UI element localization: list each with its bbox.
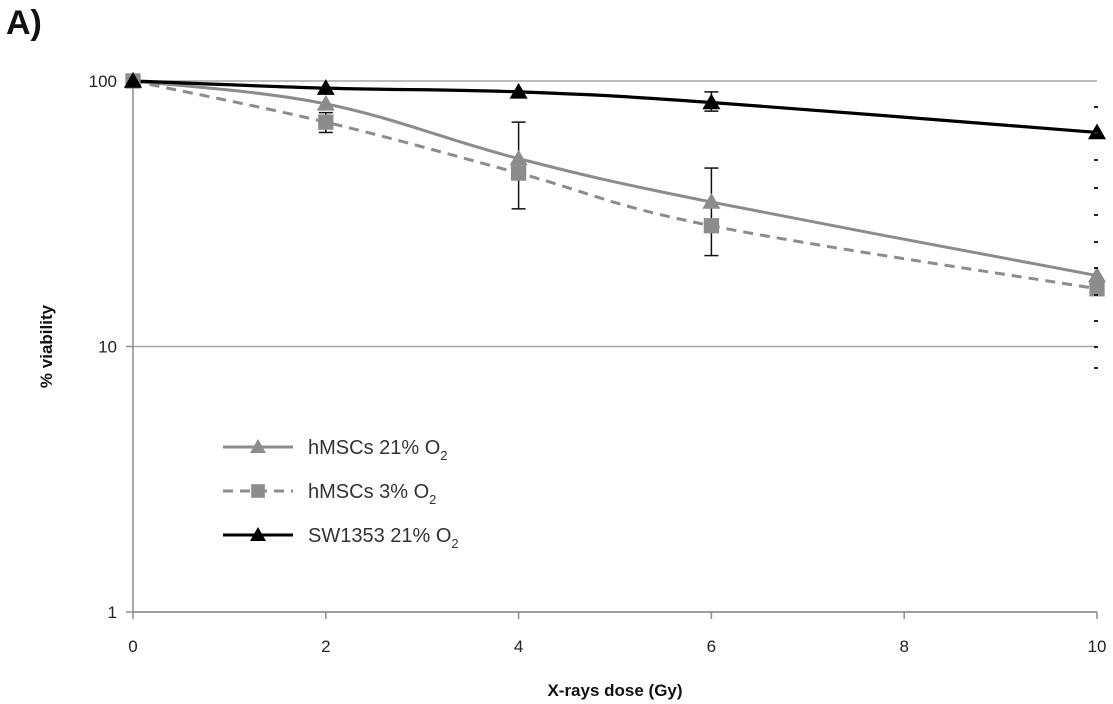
legend-label-text: hMSCs 21% O <box>308 437 440 459</box>
legend-label-text: hMSCs 3% O <box>308 481 429 503</box>
data-point <box>124 72 142 88</box>
data-point <box>318 114 334 130</box>
data-point <box>1088 123 1106 140</box>
x-tick-label: 0 <box>128 637 137 656</box>
x-tick-label: 4 <box>514 637 523 656</box>
x-tick-label: 8 <box>899 637 908 656</box>
legend-label-1: hMSCs 3% O2 <box>308 481 436 507</box>
series-line-2 <box>132 79 1098 135</box>
data-point <box>316 79 335 95</box>
y-axis-title: % viability <box>37 304 56 388</box>
data-point <box>316 94 335 111</box>
y-tick-label: 1 <box>108 603 117 622</box>
legend-marker-2 <box>250 527 266 541</box>
y-tick-label: 100 <box>89 72 117 91</box>
legend-label-2: SW1353 21% O2 <box>308 525 459 551</box>
right-edge-dashes <box>1094 106 1098 369</box>
x-tick-label: 6 <box>707 637 716 656</box>
legend-label-text: SW1353 21% O <box>308 525 451 547</box>
series-lines <box>132 79 1098 291</box>
x-tick-label: 2 <box>321 637 330 656</box>
x-tick-label: 10 <box>1088 637 1107 656</box>
legend-marker-1 <box>251 484 265 498</box>
data-point <box>1089 281 1105 297</box>
data-point <box>509 82 528 99</box>
data-point <box>703 218 720 234</box>
legend-marker-0 <box>250 439 266 453</box>
axes <box>126 80 1098 619</box>
series-markers <box>124 72 1106 297</box>
legend-label-0: hMSCs 21% O2 <box>308 437 448 463</box>
data-point <box>1088 266 1106 283</box>
data-point <box>509 149 528 166</box>
legend-label-subscript: 2 <box>440 448 447 463</box>
data-point <box>702 93 721 110</box>
x-axis-title: X-rays dose (Gy) <box>547 681 682 700</box>
legend-label-subscript: 2 <box>451 536 458 551</box>
data-point <box>510 165 527 181</box>
series-line-1 <box>132 79 1098 291</box>
legend-label-subscript: 2 <box>429 492 436 507</box>
x-tick-labels: 0 2 4 6 8 10 <box>128 637 1106 656</box>
y-tick-label: 10 <box>98 338 117 357</box>
panel-label: A) <box>6 4 42 42</box>
series-line-0 <box>132 79 1098 278</box>
gridlines <box>133 80 1097 613</box>
data-point <box>702 193 721 209</box>
y-tick-labels: 1 10 100 <box>89 72 117 622</box>
